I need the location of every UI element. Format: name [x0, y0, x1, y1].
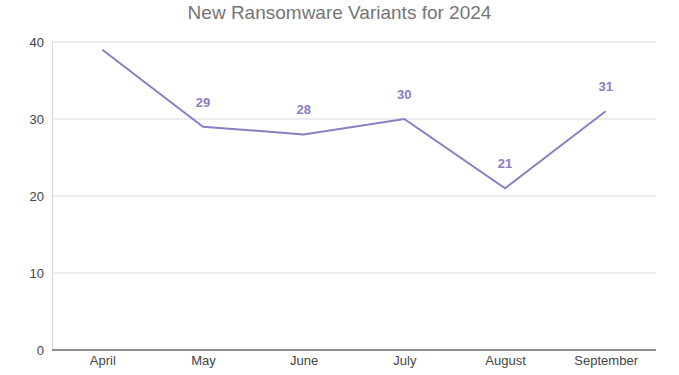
- y-tick-label: 30: [30, 112, 44, 127]
- grid-line: [52, 350, 656, 351]
- x-tick-label: August: [485, 353, 526, 368]
- x-tick: April: [90, 350, 116, 368]
- x-tick-label: September: [574, 353, 638, 368]
- y-tick: 30: [30, 112, 52, 127]
- y-tick-label: 40: [30, 35, 44, 50]
- x-tick: September: [574, 350, 638, 368]
- y-axis: 0 10 20 30 40: [30, 35, 53, 358]
- data-label: 30: [397, 87, 411, 102]
- x-tick-label: July: [393, 353, 417, 368]
- plot-area: [102, 50, 605, 189]
- grid-line: [52, 119, 656, 120]
- y-tick-label: 20: [30, 189, 44, 204]
- data-label: 29: [196, 95, 210, 110]
- chart-title: New Ransomware Variants for 2024: [188, 2, 492, 23]
- data-label: 21: [498, 156, 512, 171]
- x-tick: August: [485, 350, 526, 368]
- y-tick: 10: [30, 266, 52, 281]
- y-axis-line: [52, 43, 53, 351]
- x-tick-label: June: [290, 353, 318, 368]
- x-tick: May: [191, 350, 216, 368]
- data-labels: 29 28 30 21 31: [196, 79, 613, 171]
- x-tick-label: May: [191, 353, 216, 368]
- x-tick: July: [393, 350, 417, 368]
- grid-line: [52, 273, 656, 274]
- y-tick: 20: [30, 189, 52, 204]
- y-tick: 40: [30, 35, 52, 50]
- y-tick-label: 0: [37, 343, 44, 358]
- grid-line: [52, 196, 656, 197]
- y-tick: 0: [37, 343, 52, 358]
- x-tick: June: [290, 350, 318, 368]
- y-tick-label: 10: [30, 266, 44, 281]
- data-label: 28: [296, 102, 310, 117]
- x-axis: April May June July August September: [52, 350, 656, 368]
- x-axis-line: [52, 349, 656, 350]
- data-label: 31: [598, 79, 612, 94]
- series-line: [102, 50, 605, 189]
- x-tick-label: April: [90, 353, 116, 368]
- grid-line: [52, 42, 656, 43]
- grid: [52, 42, 656, 350]
